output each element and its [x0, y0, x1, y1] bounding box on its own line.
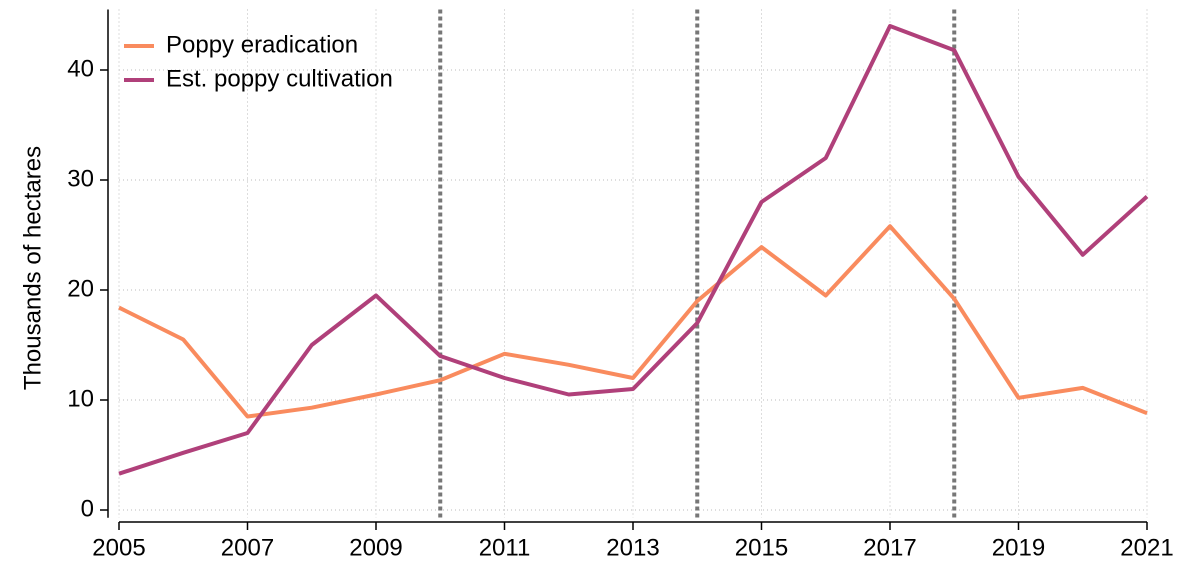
legend-label: Poppy eradication	[166, 31, 358, 58]
x-tick-label: 2009	[349, 534, 402, 561]
y-tick-label: 30	[67, 165, 94, 192]
x-tick-label: 2019	[992, 534, 1045, 561]
x-tick-label: 2021	[1120, 534, 1173, 561]
data-line	[118, 24, 1149, 476]
data-line	[118, 224, 1148, 419]
legend-label: Est. poppy cultivation	[166, 65, 393, 92]
y-tick-label: 20	[67, 275, 94, 302]
x-tick-label: 2011	[479, 534, 531, 561]
y-axis-label: Thousands of hectares	[19, 146, 46, 390]
x-tick-label: 2015	[735, 534, 788, 561]
x-tick-label: 2017	[863, 534, 916, 561]
x-tick-label: 2005	[92, 534, 145, 561]
x-tick-label: 2013	[606, 534, 659, 561]
x-tick-label: 2007	[221, 534, 274, 561]
y-tick-label: 10	[67, 385, 94, 412]
y-tick-label: 0	[81, 495, 94, 522]
y-tick-label: 40	[67, 55, 94, 82]
